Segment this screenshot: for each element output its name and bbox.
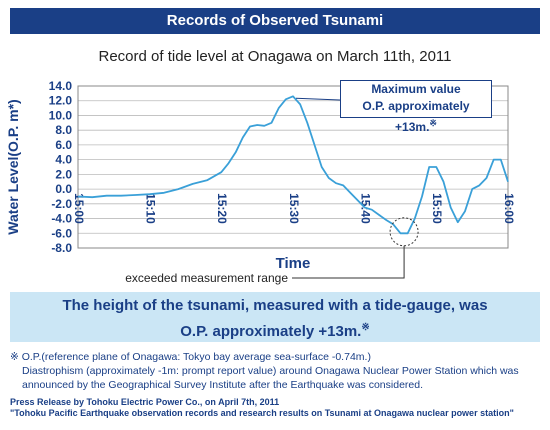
- x-tick-label: 16:00: [502, 193, 516, 224]
- exceeded-range-label: exceeded measurement range: [125, 271, 288, 285]
- y-tick-label: 0.0: [55, 182, 72, 196]
- press-release: Press Release by Tohoku Electric Power C…: [10, 397, 545, 419]
- x-axis-label: Time: [276, 255, 311, 272]
- x-tick-label: 15:30: [287, 193, 301, 224]
- chart-title: Record of tide level at Onagawa on March…: [98, 48, 452, 65]
- plot-border: [77, 85, 509, 249]
- y-tick-label: 4.0: [55, 153, 72, 167]
- exceeded-range-circle: [389, 217, 419, 247]
- y-tick-label: 6.0: [55, 138, 72, 152]
- y-tick-label: 10.0: [49, 108, 73, 122]
- y-tick-label: 14.0: [49, 79, 73, 93]
- y-tick-label: -4.0: [51, 212, 72, 226]
- press-line1: Press Release by Tohoku Electric Power C…: [10, 397, 280, 407]
- headline-mark: ※: [361, 322, 370, 333]
- tide-level-line: [77, 95, 509, 235]
- y-tick-label: -2.0: [51, 197, 72, 211]
- x-tick-label: 15:10: [143, 193, 157, 224]
- callout-leader: [295, 97, 341, 101]
- callout-line1: Maximum value: [371, 82, 461, 96]
- x-tick-label: 15:50: [430, 193, 444, 224]
- y-axis-label: Water Level(O.P. m*): [5, 99, 21, 234]
- x-tick-label: 15:00: [72, 193, 86, 224]
- x-tick-label: 15:20: [215, 193, 229, 224]
- headline-line1: The height of the tsunami, measured with…: [62, 297, 488, 314]
- y-tick-label: 8.0: [55, 123, 72, 137]
- y-tick-label: 2.0: [55, 167, 72, 181]
- y-tick-label: 12.0: [49, 94, 73, 108]
- callout-mark: ※: [429, 118, 437, 128]
- header-title: Records of Observed Tsunami: [10, 8, 540, 34]
- exceeded-range-leader: [292, 245, 405, 279]
- y-tick-label: -8.0: [51, 241, 72, 255]
- footnotes: ※ O.P.(reference plane of Onagawa: Tokyo…: [10, 350, 540, 392]
- maximum-value-callout: Maximum value O.P. approximately +13m.※: [340, 80, 492, 134]
- y-tick-label: -6.0: [51, 226, 72, 240]
- note-line1: ※ O.P.(reference plane of Onagawa: Tokyo…: [10, 351, 371, 363]
- press-line2: "Tohoku Pacific Earthquake observation r…: [10, 408, 514, 418]
- headline-panel: The height of the tsunami, measured with…: [10, 292, 540, 342]
- tide-level-chart: 14.012.010.08.06.04.02.00.0-2.0-4.0-6.0-…: [5, 79, 516, 285]
- headline-line2: O.P. approximately +13m.: [180, 323, 362, 340]
- note-line2: Diastrophism (approximately -1m: prompt …: [22, 365, 519, 391]
- callout-line2: O.P. approximately +13m.: [362, 99, 470, 134]
